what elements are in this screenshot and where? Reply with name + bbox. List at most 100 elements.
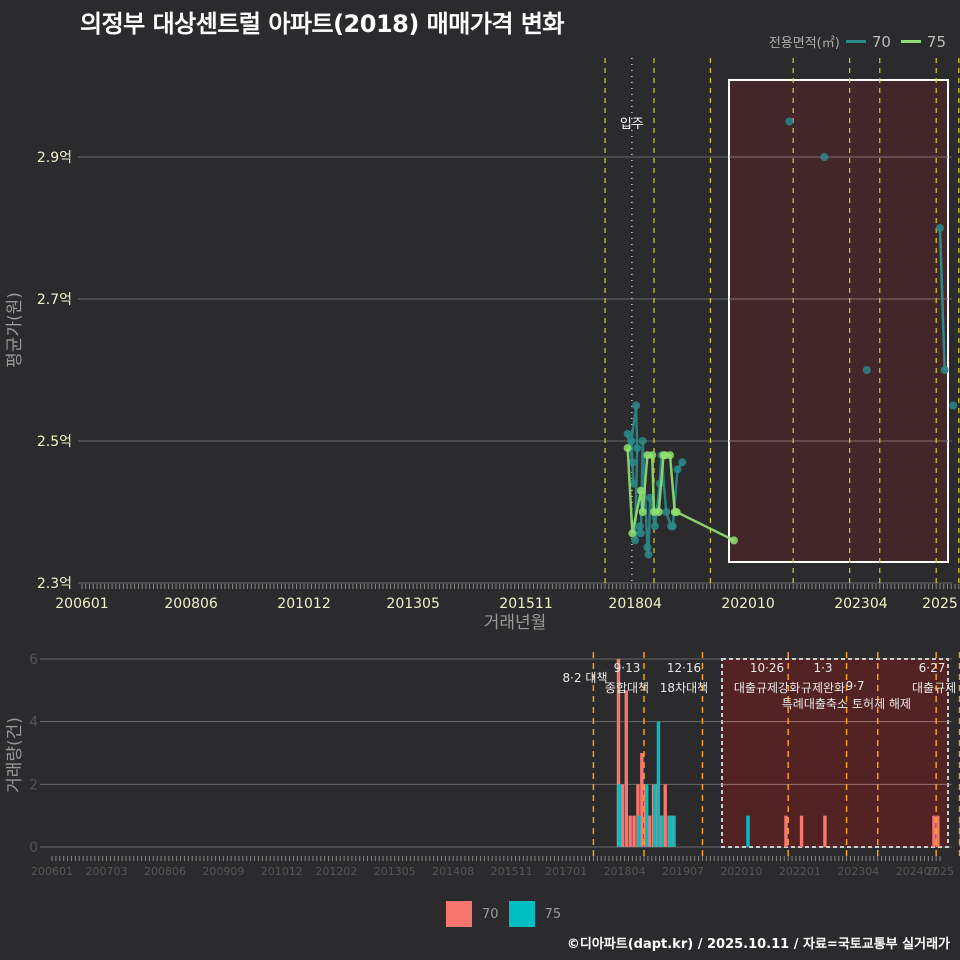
data-point (651, 522, 659, 530)
x-tick-label: 201804 (608, 596, 662, 612)
x-tick-label: 200703 (86, 865, 128, 878)
x-axis-title: 거래년월 (484, 613, 547, 633)
x-tick-label: 200806 (164, 596, 218, 612)
policy-label: 12·16 (667, 661, 701, 675)
data-point (666, 451, 674, 459)
x-tick-label: 200806 (144, 865, 186, 878)
data-point (636, 522, 644, 530)
bar (661, 816, 664, 847)
x-tick-label: 201305 (386, 596, 439, 612)
x-tick-label: 202010 (721, 596, 774, 612)
bar (672, 816, 675, 847)
policy-label: 6·27 (919, 661, 946, 675)
x-tick-label: 2025 (926, 865, 954, 878)
data-point (637, 529, 645, 537)
x-tick-label: 201408 (432, 865, 474, 878)
bar (628, 816, 631, 847)
legend-bottom-label-75: 75 (545, 907, 562, 922)
data-point (674, 465, 682, 473)
data-point (643, 544, 651, 552)
bar (800, 816, 803, 847)
x-tick-label: 200601 (55, 596, 108, 612)
data-point (627, 437, 635, 445)
x-tick-label: 201305 (374, 865, 416, 878)
data-point (624, 444, 632, 452)
bar (640, 753, 643, 847)
data-point (648, 451, 656, 459)
data-point (941, 366, 949, 374)
data-point (632, 402, 640, 410)
bar (621, 784, 624, 847)
x-tick-label: 200909 (202, 865, 244, 878)
y-tick-label: 2.5억 (37, 434, 72, 450)
x-tick-label: 201202 (315, 865, 357, 878)
bar (823, 816, 826, 847)
bar (625, 690, 628, 847)
volume-plot: 0246200601200703200806200909201012201202… (5, 652, 960, 878)
bar (932, 816, 935, 847)
bar (653, 784, 656, 847)
bar (618, 784, 621, 847)
data-point (639, 437, 647, 445)
policy-label: 1·3 (813, 661, 832, 675)
bar (632, 816, 635, 847)
data-point (662, 508, 670, 516)
data-point (637, 487, 645, 495)
legend-bottom-label-70: 70 (482, 907, 499, 922)
data-point (624, 430, 632, 438)
chart-canvas: 2.3억 2.5억 2.7억 2.9억 200601 200806 201012 201305… (0, 0, 960, 960)
y-axis-title: 평균가(원) (5, 292, 25, 368)
x-tick-label: 202201 (779, 865, 821, 878)
bar (648, 816, 651, 847)
y-tick-label: 0 (29, 840, 38, 856)
data-point (936, 224, 944, 232)
y-tick-label: 2.3억 (37, 576, 72, 592)
x-tick-label: 2025 (922, 596, 958, 612)
x-tick-label: 201012 (277, 596, 330, 612)
x-tick-label: 200601 (31, 865, 73, 878)
data-point (669, 522, 677, 530)
x-tick-label: 202304 (834, 596, 888, 612)
policy-label: 대출규제강화 (734, 681, 800, 695)
policy-label: 대출규제 (912, 681, 956, 695)
policy-label: 10·26 (750, 661, 784, 675)
bar (746, 816, 749, 847)
bar (657, 722, 660, 847)
policy-label: 특례대출축소 (782, 697, 848, 711)
legend-box-70 (446, 901, 472, 927)
policy-label: 8·2 대책 (563, 670, 608, 685)
legend-bottom: 70 75 (446, 901, 561, 927)
data-point (730, 536, 738, 544)
data-point (644, 551, 652, 559)
x-tick-label: 202304 (837, 865, 879, 878)
data-point (820, 153, 828, 161)
x-tick-label: 201701 (545, 865, 587, 878)
x-tick-label: 201907 (662, 865, 704, 878)
x-tick-label: 201511 (491, 865, 533, 878)
policy-label: 규제완화 (801, 681, 845, 695)
highlight-box (729, 80, 948, 562)
bar (645, 784, 648, 847)
move-in-label: 입주 (620, 117, 644, 132)
data-point (631, 536, 639, 544)
data-point (655, 508, 663, 516)
policy-label: 9·13 (614, 661, 641, 675)
data-point (678, 458, 686, 466)
legend-box-75 (509, 901, 535, 927)
y-tick-label: 2 (29, 777, 38, 793)
x-tick-label: 201804 (604, 865, 646, 878)
footer-credit: ©디아파트(dapt.kr) / 2025.10.11 / 자료=국토교통부 실… (567, 933, 950, 952)
y-tick-label: 2.7억 (37, 292, 72, 308)
price-plot: 2.3억 2.5억 2.7억 2.9억 200601 200806 201012 201305… (5, 58, 960, 633)
policy-label: 토허제 해제 (852, 697, 911, 711)
x-tick-label: 201511 (499, 596, 552, 612)
y-axis-title: 거래량(건) (5, 717, 25, 793)
bar (784, 816, 787, 847)
y-tick-label: 2.9억 (37, 150, 72, 166)
data-point (949, 402, 957, 410)
policy-label: 18차대책 (660, 680, 708, 695)
data-point (633, 444, 641, 452)
data-point (639, 508, 647, 516)
y-tick-label: 6 (29, 652, 38, 668)
data-point (673, 508, 681, 516)
